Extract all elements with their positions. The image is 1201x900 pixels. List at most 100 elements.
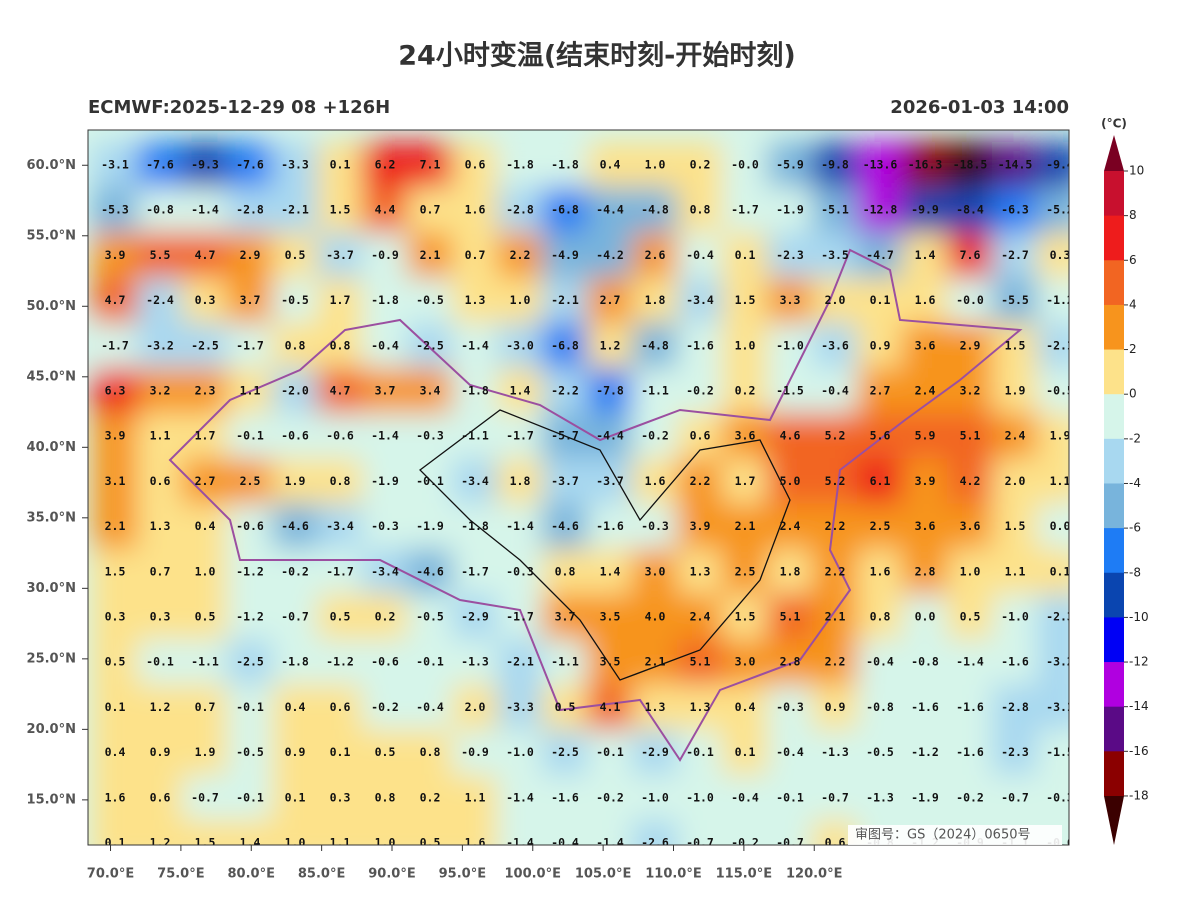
value-label: 0.1 <box>870 293 891 307</box>
value-label: -9.8 <box>821 158 849 172</box>
value-label: -1.2 <box>236 564 264 578</box>
value-label: -0.7 <box>191 790 219 804</box>
field-cell <box>362 548 408 595</box>
field-cell <box>632 594 678 640</box>
field-cell <box>632 774 678 821</box>
value-label: 1.0 <box>285 836 306 850</box>
value-label: 3.2 <box>150 384 171 398</box>
value-label: 7.6 <box>960 248 981 262</box>
value-label: -0.9 <box>461 745 489 759</box>
field-cell <box>1037 639 1069 686</box>
value-label: 0.7 <box>420 203 441 217</box>
value-label: 1.1 <box>240 384 261 398</box>
value-label: 1.2 <box>600 338 621 352</box>
value-label: -1.3 <box>821 745 849 759</box>
field-cell <box>452 458 498 505</box>
field-cell <box>587 187 633 234</box>
value-label: -1.6 <box>1001 655 1029 669</box>
field-cell <box>767 368 813 414</box>
field-cell <box>227 277 273 324</box>
y-tick-label: 30.0°N <box>27 581 76 596</box>
field-cell <box>497 458 543 505</box>
field-cell <box>632 503 678 550</box>
field-cell <box>857 639 903 686</box>
value-label: 0.5 <box>195 610 216 624</box>
value-label: 6.1 <box>870 474 891 488</box>
field-cell <box>497 322 543 369</box>
colorbar-band <box>1104 215 1124 261</box>
value-label: 1.1 <box>1005 564 1026 578</box>
field-cell <box>227 820 273 845</box>
value-label: -1.8 <box>506 158 534 172</box>
field-cell <box>182 774 228 821</box>
value-label: 0.3 <box>195 293 216 307</box>
field-cell <box>452 232 498 279</box>
value-label: -0.3 <box>1046 790 1074 804</box>
value-label: 0.9 <box>825 700 846 714</box>
value-label: -0.2 <box>596 790 624 804</box>
field-cell <box>992 503 1038 550</box>
value-label: -1.1 <box>551 655 579 669</box>
field-cell <box>812 187 858 234</box>
field-cell <box>767 684 813 731</box>
value-label: -0.3 <box>776 700 804 714</box>
value-label: -3.3 <box>506 700 534 714</box>
field-cell <box>812 322 858 369</box>
value-label: -4.9 <box>551 248 579 262</box>
value-label: -2.9 <box>641 745 669 759</box>
field-cell <box>632 277 678 324</box>
value-label: -1.5 <box>776 384 804 398</box>
field-cell <box>677 684 723 731</box>
value-label: -0.2 <box>956 790 984 804</box>
value-label: -1.0 <box>641 790 669 804</box>
value-label: 2.2 <box>690 474 711 488</box>
field-cell <box>677 187 723 234</box>
field-cell <box>317 368 363 414</box>
y-tick-label: 25.0°N <box>27 651 76 666</box>
value-label: -0.4 <box>371 338 399 352</box>
field-cell <box>407 277 453 324</box>
field-cell <box>92 774 138 821</box>
field-cell <box>992 413 1038 460</box>
field-cell <box>587 820 633 845</box>
value-label: -0.2 <box>731 836 759 850</box>
field-cell <box>677 820 723 845</box>
value-label: -0.0 <box>731 158 759 172</box>
field-cell <box>767 729 813 776</box>
field-cell <box>497 413 543 460</box>
value-label: -1.7 <box>236 338 264 352</box>
value-label: 0.6 <box>465 158 486 172</box>
value-label: 3.0 <box>735 655 756 669</box>
value-label: -12.8 <box>863 203 898 217</box>
value-label: -0.5 <box>281 293 309 307</box>
value-label: 0.1 <box>735 248 756 262</box>
field-cell <box>92 594 138 640</box>
field-cell <box>1037 368 1069 414</box>
field-cell <box>362 594 408 640</box>
value-label: -3.4 <box>461 474 489 488</box>
field-cell <box>227 684 273 731</box>
value-label: 5.6 <box>870 429 891 443</box>
colorbar-tick-label: -12 <box>1129 655 1149 669</box>
value-label: -0.7 <box>1001 790 1029 804</box>
field-cell <box>857 729 903 776</box>
field-cell <box>227 187 273 234</box>
colorbar-under <box>1104 795 1124 845</box>
value-label: 1.4 <box>600 564 621 578</box>
y-tick-label: 20.0°N <box>27 722 76 737</box>
field-cell <box>542 232 588 279</box>
value-label: -3.7 <box>596 474 624 488</box>
value-label: -3.2 <box>146 338 174 352</box>
field-cell <box>902 639 948 686</box>
value-label: 1.5 <box>105 564 126 578</box>
value-label: 1.9 <box>285 474 306 488</box>
value-label: 3.6 <box>915 338 936 352</box>
value-label: -1.8 <box>551 158 579 172</box>
value-label: -1.4 <box>461 338 489 352</box>
value-label: -5.3 <box>101 203 129 217</box>
field-cell <box>182 684 228 731</box>
field-cell <box>767 639 813 686</box>
value-label: -3.1 <box>101 158 129 172</box>
value-label: 5.2 <box>825 474 846 488</box>
field-cell <box>632 142 678 188</box>
